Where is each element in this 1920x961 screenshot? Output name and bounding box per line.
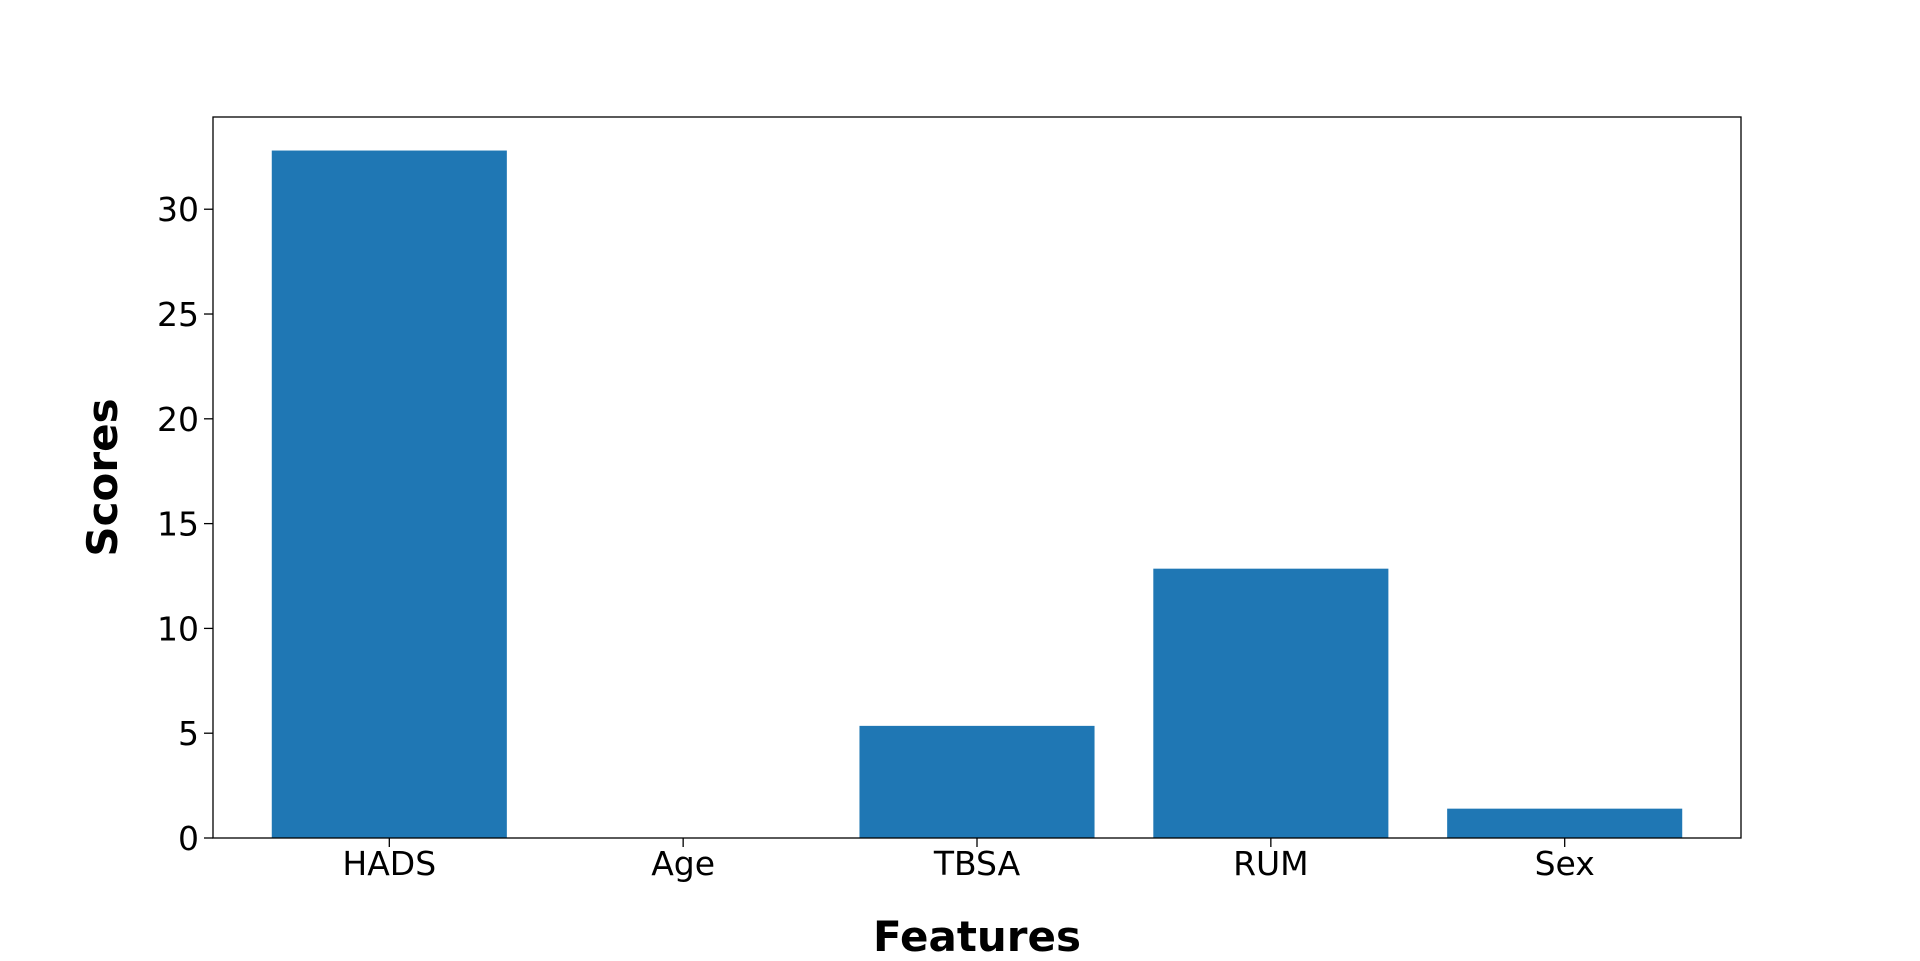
- x-axis-title: Features: [873, 912, 1081, 961]
- bar-rum: [1153, 568, 1389, 838]
- x-tick-label-hads: HADS: [342, 844, 436, 883]
- y-tick-label: 25: [157, 295, 199, 334]
- y-axis-ticks: 0 5 10 15 20 25 30: [157, 190, 213, 858]
- y-tick-label: 20: [157, 400, 199, 439]
- y-axis-title: Scores: [78, 398, 127, 556]
- bar-sex: [1447, 808, 1683, 838]
- bars-group: [271, 150, 1683, 838]
- y-tick-label: 10: [157, 609, 199, 648]
- y-tick-label: 5: [178, 714, 199, 753]
- x-axis-ticks: HADS Age TBSA RUM Sex: [342, 838, 1595, 883]
- bar-tbsa: [859, 725, 1095, 838]
- bar-hads: [271, 150, 507, 838]
- y-tick-label: 30: [157, 190, 199, 229]
- y-tick-label: 15: [157, 505, 199, 544]
- plot-frame: [212, 116, 1742, 839]
- x-tick-label-rum: RUM: [1233, 844, 1309, 883]
- y-tick-label: 0: [178, 819, 199, 858]
- x-tick-label-tbsa: TBSA: [933, 844, 1021, 883]
- x-tick-label-sex: Sex: [1535, 844, 1595, 883]
- x-tick-label-age: Age: [651, 844, 715, 883]
